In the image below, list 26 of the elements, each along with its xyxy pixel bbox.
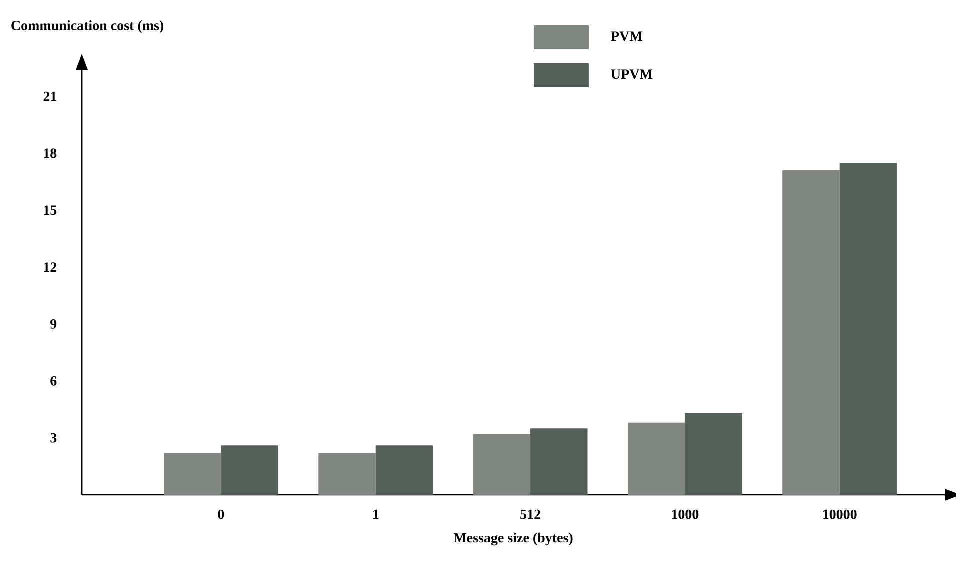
x-tick-label: 512 — [520, 510, 540, 520]
bar — [318, 453, 376, 495]
y-tick-label: 12 — [44, 262, 57, 272]
x-tick-label: 10000 — [823, 510, 857, 520]
x-tick-label: 1 — [373, 510, 379, 520]
bar — [685, 413, 742, 495]
y-axis-title: Communication cost (ms) — [12, 20, 164, 34]
bar — [376, 446, 434, 495]
y-tick-label: 18 — [44, 148, 57, 158]
bar — [782, 170, 840, 495]
bar — [221, 446, 278, 495]
x-tick-label: 0 — [218, 510, 224, 520]
y-tick-label: 21 — [44, 92, 56, 102]
y-tick-label: 15 — [44, 206, 57, 216]
x-tick-label: 1000 — [672, 510, 699, 520]
legend-label: PVM — [611, 32, 642, 42]
y-tick-label: 6 — [50, 376, 57, 386]
bar — [840, 162, 898, 495]
y-tick-label: 3 — [50, 433, 57, 443]
bar — [164, 453, 222, 495]
bar — [530, 428, 588, 495]
bar — [628, 422, 686, 495]
legend-label: UPVM — [611, 70, 653, 80]
x-axis-title: Message size (bytes) — [454, 532, 573, 546]
bar — [473, 434, 531, 495]
y-tick-label: 9 — [50, 320, 57, 329]
